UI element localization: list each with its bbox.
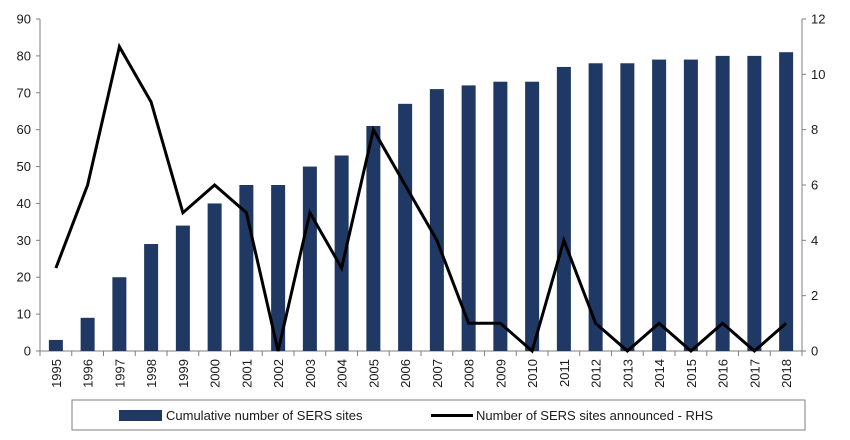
x-tick-label: 2004 <box>335 359 350 388</box>
tick-labels: 0 10 20 30 40 50 60 70 80 90 0 2 4 6 8 10 12 1995 1996 1997… <box>17 12 826 388</box>
right-tick-label: 8 <box>811 122 818 137</box>
right-tick-label: 6 <box>811 178 818 193</box>
bar <box>652 59 667 351</box>
x-tick-label: 1996 <box>81 359 96 388</box>
bar <box>461 85 476 352</box>
x-tick-label: 2008 <box>462 359 477 388</box>
legend-swatch-bars <box>119 410 162 421</box>
bar <box>80 317 95 351</box>
bar <box>715 55 730 352</box>
bar <box>429 89 444 351</box>
bar-series <box>48 52 794 352</box>
x-tick-label: 2012 <box>589 359 604 388</box>
x-tick-label: 2017 <box>747 359 762 388</box>
bar <box>334 155 349 351</box>
bar <box>525 81 540 351</box>
left-tick-label: 30 <box>17 233 31 248</box>
x-tick-label: 2002 <box>271 359 286 388</box>
bar <box>302 166 317 351</box>
x-tick-label: 1997 <box>112 359 127 388</box>
x-tick-label: 2009 <box>493 359 508 388</box>
bar <box>112 277 127 351</box>
left-tick-label: 70 <box>17 85 31 100</box>
bar <box>144 244 159 351</box>
right-tick-label: 4 <box>811 233 818 248</box>
legend-label-bars: Cumulative number of SERS sites <box>166 408 363 423</box>
left-tick-label: 50 <box>17 159 31 174</box>
left-tick-label: 0 <box>24 344 31 359</box>
legend-label-line: Number of SERS sites announced - RHS <box>476 408 713 423</box>
bar <box>683 59 698 351</box>
left-tick-label: 80 <box>17 48 31 63</box>
x-tick-label: 2013 <box>620 359 635 388</box>
bar <box>747 55 762 352</box>
x-tick-label: 2005 <box>366 359 381 388</box>
x-tick-label: 2014 <box>652 359 667 388</box>
bar <box>588 63 603 352</box>
x-tick-label: 2018 <box>779 359 794 388</box>
axes <box>36 18 806 356</box>
x-tick-label: 2007 <box>430 359 445 388</box>
announced-line <box>54 42 788 354</box>
bar <box>175 225 190 351</box>
bar <box>48 339 63 351</box>
bar <box>366 125 381 351</box>
x-tick-label: 2000 <box>208 359 223 388</box>
left-tick-label: 40 <box>17 196 31 211</box>
bar <box>556 66 571 351</box>
left-tick-label: 10 <box>17 307 31 322</box>
x-tick-label: 2006 <box>398 359 413 388</box>
right-tick-label: 0 <box>811 344 818 359</box>
left-tick-label: 20 <box>17 270 31 285</box>
line-series <box>54 42 788 354</box>
x-tick-label: 1999 <box>176 359 191 388</box>
x-tick-label: 2001 <box>239 359 254 388</box>
x-tick-label: 2003 <box>303 359 318 388</box>
right-tick-label: 2 <box>811 288 818 303</box>
bar <box>207 203 222 351</box>
bar <box>493 81 508 351</box>
x-tick-label: 2010 <box>525 359 540 388</box>
bar <box>620 63 635 352</box>
x-tick-label: 2011 <box>557 359 572 387</box>
bar <box>398 103 413 351</box>
bar <box>779 52 794 351</box>
right-tick-label: 10 <box>811 67 825 82</box>
x-tick-label: 1998 <box>144 359 159 388</box>
bar <box>271 185 286 351</box>
legend: Cumulative number of SERS sites Number of… <box>71 399 806 431</box>
left-tick-label: 90 <box>17 12 31 27</box>
left-tick-label: 60 <box>17 122 31 137</box>
right-tick-label: 12 <box>811 12 825 27</box>
x-tick-label: 2016 <box>716 359 731 388</box>
x-tick-label: 2015 <box>684 359 699 388</box>
x-tick-label: 1995 <box>49 359 64 388</box>
